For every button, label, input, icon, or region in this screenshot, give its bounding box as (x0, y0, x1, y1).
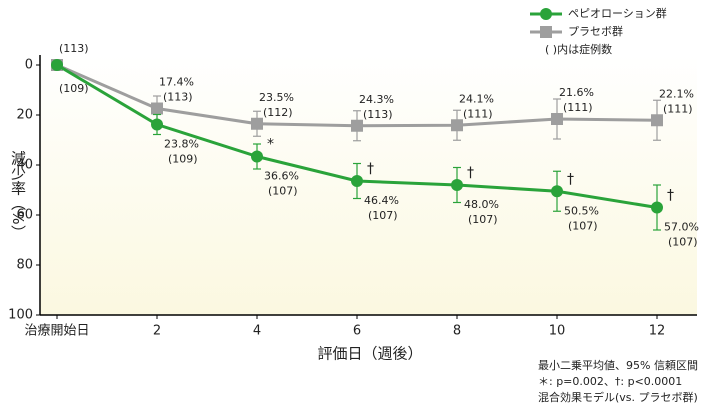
data-point (651, 114, 663, 127)
n-label: (113) (59, 42, 89, 55)
n-label: (111) (563, 101, 593, 114)
n-label: (111) (663, 102, 693, 115)
legend-marker (540, 26, 552, 38)
y-axis-label: 減少率（%） (9, 150, 27, 239)
value-label: 24.1% (459, 92, 494, 105)
n-label: (113) (363, 108, 393, 121)
data-point (351, 175, 363, 187)
value-label: 24.3% (359, 93, 394, 106)
value-label: 23.5% (259, 91, 294, 104)
x-tick-label: 4 (253, 324, 261, 339)
significance-mark: † (467, 165, 474, 181)
x-tick-label: 8 (453, 324, 461, 339)
data-point (351, 119, 363, 132)
value-label: 50.5% (564, 204, 599, 217)
y-tick-label: 40 (16, 158, 33, 173)
value-label: 22.1% (659, 87, 694, 100)
legend-label: ペピオローション群 (568, 6, 667, 20)
data-point (451, 179, 463, 191)
x-tick-label: 6 (353, 324, 361, 339)
y-tick-label: 100 (8, 308, 33, 323)
n-label: (107) (368, 209, 398, 222)
value-label: 36.6% (264, 170, 299, 183)
significance-mark: † (667, 188, 674, 204)
data-point (451, 119, 463, 132)
significance-mark: † (567, 171, 574, 187)
x-tick-label: 10 (549, 324, 566, 339)
n-label: (112) (263, 106, 293, 119)
data-point (251, 117, 263, 130)
y-tick-label: 60 (16, 208, 33, 223)
y-tick-label: 20 (16, 108, 33, 123)
n-label: (109) (59, 82, 89, 95)
n-label: (107) (268, 185, 298, 198)
data-point (151, 118, 163, 131)
value-label: 46.4% (364, 194, 399, 207)
value-label: 23.8% (164, 138, 199, 151)
n-label: (107) (668, 236, 698, 249)
data-point (51, 59, 63, 71)
note: ＊: p=0.002、†: p<0.0001 (538, 375, 682, 388)
y-tick-label: 80 (16, 258, 33, 273)
legend-marker (540, 8, 552, 20)
plot-background (40, 55, 697, 315)
note: 最小二乗平均値、95% 信頼区間 (538, 359, 698, 372)
x-axis-label: 評価日（週後） (317, 345, 422, 363)
significance-mark: † (367, 161, 374, 177)
y-tick-label: 0 (25, 58, 33, 73)
legend-note: ( )内は症例数 (545, 42, 612, 56)
data-point (151, 102, 163, 115)
data-point (251, 150, 263, 163)
data-point (551, 185, 563, 198)
n-label: (111) (463, 107, 493, 120)
value-label: 48.0% (464, 198, 499, 211)
x-tick-label: 治療開始日 (24, 324, 89, 339)
x-tick-label: 2 (153, 324, 161, 339)
value-label: 17.4% (159, 76, 194, 89)
n-label: (107) (568, 219, 598, 232)
data-point (651, 201, 663, 214)
n-label: (113) (163, 91, 193, 104)
value-label: 21.6% (559, 86, 594, 99)
data-point (551, 113, 563, 125)
legend-label: プラセボ群 (568, 24, 623, 38)
n-label: (109) (168, 153, 198, 166)
note: 混合効果モデル(vs. プラセボ群) (538, 390, 698, 404)
n-label: (107) (468, 213, 498, 226)
x-tick-label: 12 (649, 324, 666, 339)
significance-mark: * (267, 137, 274, 153)
value-label: 57.0% (664, 221, 699, 234)
